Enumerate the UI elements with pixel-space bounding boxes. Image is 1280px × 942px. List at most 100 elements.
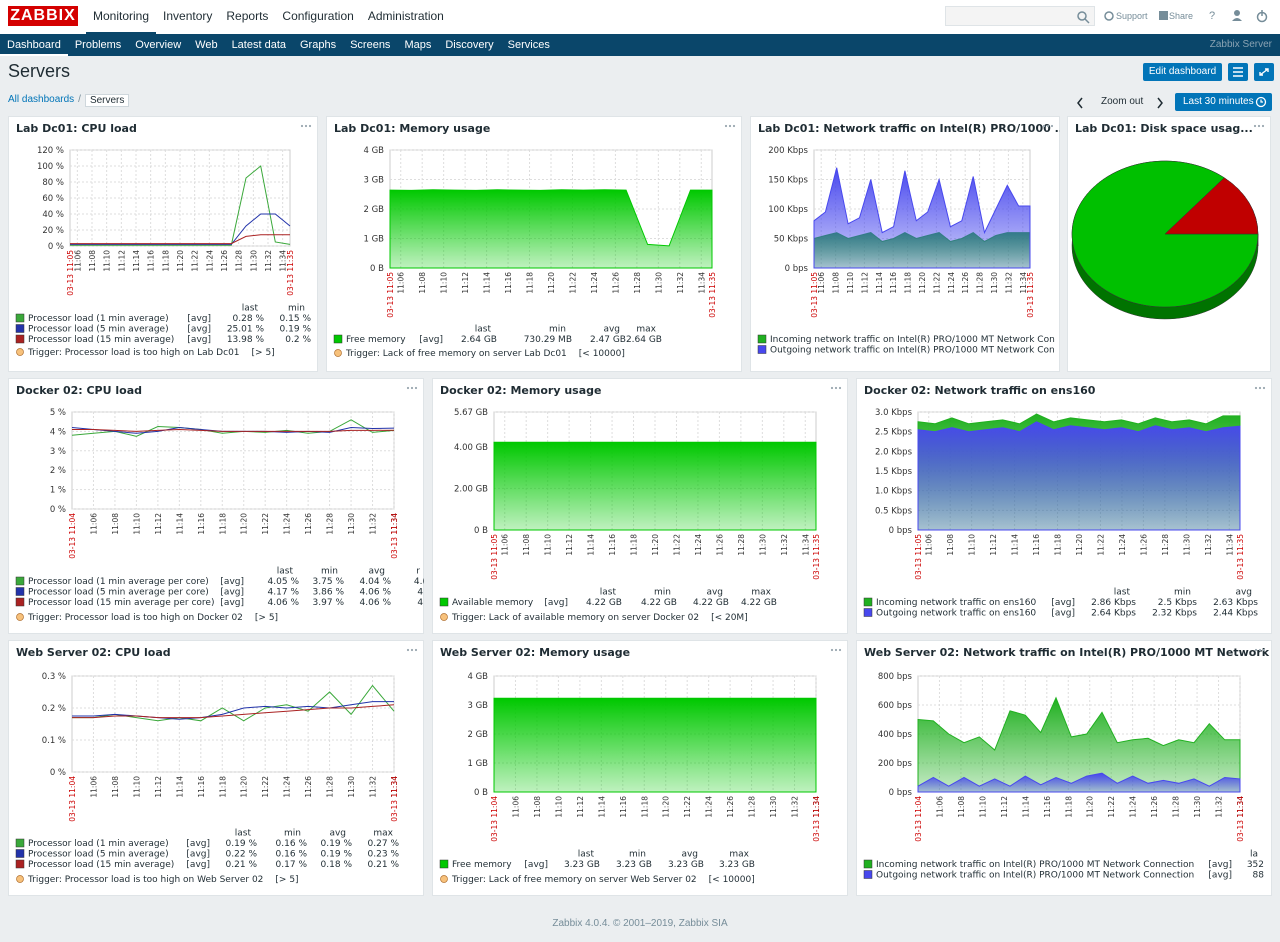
sub-menu-item[interactable]: Graphs xyxy=(300,39,337,51)
sub-menu-item[interactable]: Latest data xyxy=(231,39,286,51)
time-arrows[interactable] xyxy=(1070,93,1170,113)
x-tick-label: 11:16 xyxy=(197,513,206,535)
legend-name: Processor load (1 min average) xyxy=(28,839,169,849)
x-tick-label: 11:16 xyxy=(1032,534,1041,556)
help-link[interactable]: ? xyxy=(1209,10,1216,22)
line xyxy=(70,213,291,245)
x-tick-label: 11:12 xyxy=(565,534,574,556)
x-tick-label: 11:30 xyxy=(347,513,356,535)
legend-value: [avg] xyxy=(186,839,210,849)
menu-item[interactable]: Monitoring xyxy=(86,0,157,34)
x-tick-label: 11:32 xyxy=(264,250,273,272)
x-tick-label: 11:12 xyxy=(860,272,869,294)
x-tick-label: 11:18 xyxy=(640,796,649,818)
menu-item[interactable]: Configuration xyxy=(282,9,354,23)
y-tick-label: 2 GB xyxy=(467,730,488,740)
y-tick-label: 150 Kbps xyxy=(768,176,808,186)
x-tick-label: 11:22 xyxy=(1096,534,1105,556)
legend-value: 0.2 % xyxy=(285,335,311,345)
logo[interactable]: ZABBIX xyxy=(8,6,78,26)
clock-icon xyxy=(1255,96,1267,108)
breadcrumb[interactable]: Servers xyxy=(84,94,130,107)
legend-name: Outgoing network traffic on Intel(R) PRO… xyxy=(770,346,1055,356)
legend-value: 4. xyxy=(417,598,424,608)
x-tick-label: 11:24 xyxy=(947,272,956,294)
sub-menu-item[interactable]: Services xyxy=(507,39,550,51)
sub-menu-item[interactable]: Discovery xyxy=(445,39,494,51)
menu-button[interactable] xyxy=(1228,63,1248,81)
x-tick-label: 11:30 xyxy=(769,796,778,818)
sub-menu: Dashboard Problems Overview Web Latest data G… xyxy=(0,34,1280,56)
share-link[interactable]: Share xyxy=(1169,11,1194,21)
legend-header: last xyxy=(1114,588,1131,598)
widget: Docker 02: CPU load 0 % 1 % 2 % 3 % 4 % 5 % 11:… xyxy=(8,378,424,634)
sub-menu-item[interactable]: Web xyxy=(195,39,218,51)
x-tick-label: 11:34 xyxy=(279,250,288,272)
x-range-label: 03-13 11:35 xyxy=(286,250,295,296)
x-tick-label: 11:22 xyxy=(683,796,692,818)
breadcrumb[interactable]: All dashboards xyxy=(8,94,75,105)
y-tick-label: 3 % xyxy=(50,447,66,457)
x-tick-label: 11:20 xyxy=(176,250,185,272)
breadcrumb-separator: / xyxy=(78,94,81,105)
sub-menu-item[interactable]: Screens xyxy=(350,39,391,51)
x-tick-label: 11:32 xyxy=(1215,796,1224,818)
x-tick-label: 11:20 xyxy=(1075,534,1084,556)
edit-dashboard-button[interactable]: Edit dashboard xyxy=(1143,63,1222,81)
y-tick-label: 2 GB xyxy=(363,205,384,215)
legend-value: 25.01 % xyxy=(227,325,265,335)
x-range-label: 03-13 11:34 xyxy=(812,796,821,842)
widget-menu-dot xyxy=(1258,648,1262,652)
user-icons[interactable] xyxy=(1228,0,1268,34)
x-tick-label: 11:26 xyxy=(220,250,229,272)
legend-value: 4.17 % xyxy=(268,588,300,598)
x-tick-label: 11:24 xyxy=(705,796,714,818)
plot-area xyxy=(71,411,395,510)
x-tick-label: 11:10 xyxy=(132,776,141,798)
x-tick-label: 11:26 xyxy=(304,513,313,535)
sub-menu-item[interactable]: Maps xyxy=(404,39,432,51)
x-range-label: 03-13 11:04 xyxy=(914,796,923,842)
widget-menu-dot xyxy=(838,386,842,390)
x-tick-label: 11:20 xyxy=(240,513,249,535)
support-link[interactable]: Support xyxy=(1116,11,1148,21)
y-tick-label: 0 B xyxy=(474,788,488,798)
trigger-text: Trigger: Processor load is too high on W… xyxy=(27,875,263,885)
sub-menu-item[interactable]: Problems xyxy=(74,39,122,51)
x-tick-label: 11:32 xyxy=(676,272,685,294)
sub-menu-item[interactable]: Overview xyxy=(135,39,182,51)
widget-menu-dot xyxy=(1050,124,1054,128)
legend-header: last xyxy=(242,304,259,314)
legend-header: max xyxy=(636,325,656,335)
x-tick-label: 11:12 xyxy=(117,250,126,272)
legend-swatch xyxy=(863,859,873,869)
legend-name: Processor load (1 min average per core) xyxy=(28,577,209,587)
y-tick-label: 0 % xyxy=(50,768,66,778)
zoom-out[interactable]: Zoom out xyxy=(1101,96,1144,107)
time-range-button[interactable]: Last 30 minutes xyxy=(1175,93,1272,111)
line xyxy=(72,428,395,432)
fullscreen-button[interactable] xyxy=(1254,63,1274,81)
menu-item[interactable]: Inventory xyxy=(163,9,213,23)
x-tick-label: 11:10 xyxy=(544,534,553,556)
legend-header: avg xyxy=(681,850,698,860)
legend-header: last xyxy=(578,850,595,860)
legend-value: 3.97 % xyxy=(313,598,345,608)
x-tick-label: 11:30 xyxy=(758,534,767,556)
widget-menu-dot xyxy=(1254,648,1258,652)
menu-item[interactable]: Administration xyxy=(367,9,444,23)
menu-item[interactable]: Reports xyxy=(226,9,269,23)
x-tick-label: 11:24 xyxy=(283,513,292,535)
x-tick-label: 11:26 xyxy=(961,272,970,294)
sub-menu-item[interactable]: Dashboard xyxy=(0,34,68,56)
search-box[interactable] xyxy=(945,6,1095,26)
legend-value: 2.47 GB xyxy=(590,335,626,345)
y-tick-label: 5 % xyxy=(50,408,66,418)
x-range-label: 03-13 11:05 xyxy=(914,534,923,580)
legend-header: last xyxy=(475,325,492,335)
x-range-label: 03-13 11:35 xyxy=(708,272,717,318)
y-tick-label: 5.67 GB xyxy=(454,408,488,418)
legend-value: [avg] xyxy=(220,577,244,587)
legend-value: [avg] xyxy=(187,314,211,324)
y-tick-label: 0 B xyxy=(474,526,488,536)
